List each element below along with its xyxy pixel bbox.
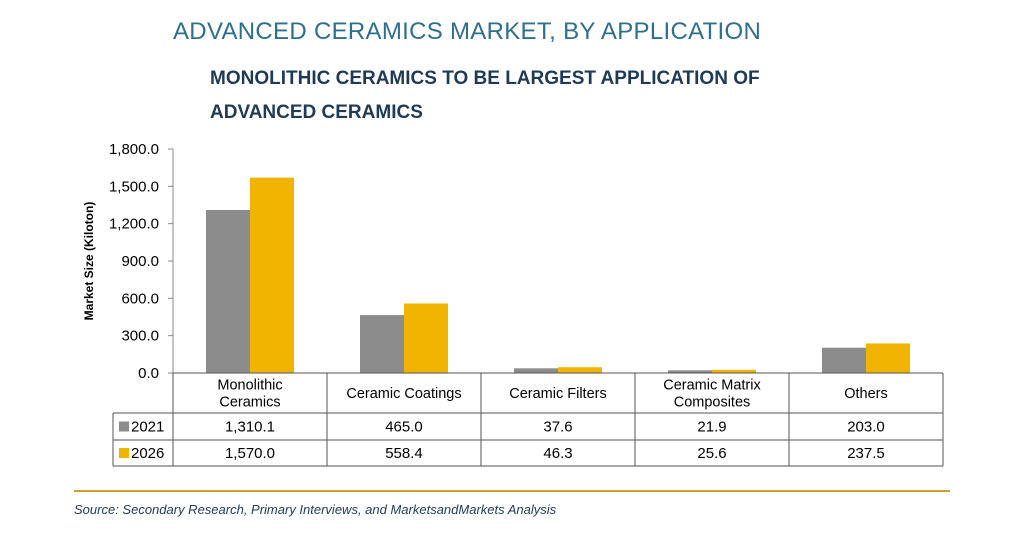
y-axis-label: Market Size (Kiloton) [82, 202, 96, 321]
legend-swatch-2026 [119, 448, 129, 458]
y-tick-label: 1,800.0 [109, 141, 159, 158]
chart-title: ADVANCED CERAMICS MARKET, BY APPLICATION [173, 18, 762, 45]
legend-swatch-2021 [119, 421, 129, 432]
category-label: Composites [674, 395, 751, 411]
data-label: 237.5 [847, 445, 885, 462]
bar-2021-0 [206, 209, 250, 373]
data-label: 1,570.0 [225, 445, 275, 462]
bar-2026-4 [866, 343, 910, 373]
y-tick-label: 1,200.0 [109, 216, 159, 233]
bar-2026-2 [558, 367, 602, 373]
category-label: Ceramics [219, 395, 280, 411]
bar-2026-0 [250, 177, 294, 373]
category-label: Ceramic Matrix [663, 378, 761, 394]
data-label: 37.6 [543, 419, 572, 436]
bar-2021-4 [822, 347, 866, 373]
y-tick-label: 1,500.0 [109, 178, 159, 195]
bar-2021-1 [360, 315, 404, 373]
data-label: 46.3 [543, 445, 572, 462]
category-label: Monolithic [217, 378, 282, 394]
legend-label-2026: 2026 [131, 445, 164, 462]
source-note: Source: Secondary Research, Primary Inte… [74, 502, 557, 517]
y-tick-label: 600.0 [121, 290, 159, 307]
legend-label-2021: 2021 [131, 419, 164, 436]
category-label: Others [844, 386, 888, 402]
data-label: 25.6 [697, 445, 726, 462]
data-label: 203.0 [847, 419, 885, 436]
category-label: Ceramic Coatings [346, 386, 461, 402]
source-divider [74, 490, 950, 492]
bar-2026-1 [404, 303, 448, 373]
y-tick-label: 900.0 [121, 253, 159, 270]
data-label: 21.9 [697, 419, 726, 436]
y-tick-label: 300.0 [121, 328, 159, 345]
bar-2021-2 [514, 368, 558, 373]
data-label: 558.4 [385, 445, 423, 462]
category-label: Ceramic Filters [509, 386, 606, 402]
data-label: 465.0 [385, 419, 423, 436]
y-tick-label: 0.0 [138, 365, 159, 382]
bar-2021-3 [668, 370, 712, 373]
chart-subtitle: MONOLITHIC CERAMICS TO BE LARGEST APPLIC… [210, 68, 760, 123]
data-label: 1,310.1 [225, 419, 275, 436]
bar-2026-3 [712, 369, 756, 373]
